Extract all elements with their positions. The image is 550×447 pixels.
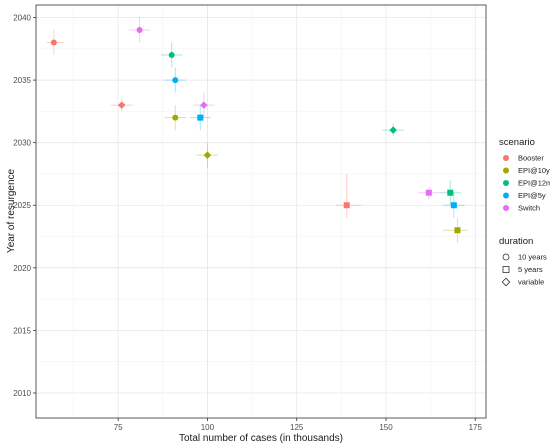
point-marker xyxy=(447,189,454,196)
point-marker xyxy=(136,27,143,34)
data-point xyxy=(336,173,361,218)
data-point xyxy=(189,105,211,131)
y-tick-label: 2015 xyxy=(13,326,31,335)
y-tick-label: 2040 xyxy=(13,14,31,23)
legend-duration-title: duration xyxy=(499,236,533,247)
legend-key xyxy=(503,155,509,161)
point-marker xyxy=(203,151,212,159)
legend-scenario-title: scenario xyxy=(499,137,535,148)
legend-label: EPI@10y xyxy=(518,166,550,175)
legend-key xyxy=(501,277,511,287)
legend-label: 10 years xyxy=(518,253,547,262)
legend-item: variable xyxy=(501,277,544,287)
x-tick-label: 175 xyxy=(469,423,483,432)
point-marker xyxy=(389,126,397,134)
x-tick-label: 125 xyxy=(290,423,304,432)
legend-scenario: scenario Booster EPI@10y EPI@12m EPI@5y Swit… xyxy=(499,137,550,213)
legend-key xyxy=(503,205,509,211)
plot-panel-border xyxy=(35,4,487,419)
data-point xyxy=(111,98,133,112)
legend-item: Switch xyxy=(503,204,540,213)
legend-item: 10 years xyxy=(502,253,547,262)
data-point xyxy=(193,92,215,118)
y-tick-label: 2020 xyxy=(13,264,31,273)
data-point xyxy=(382,123,404,137)
y-tick-label: 2035 xyxy=(13,76,31,85)
data-point xyxy=(128,17,151,43)
x-axis-title: Total number of cases (in thousands) xyxy=(179,433,343,444)
point-marker xyxy=(50,39,57,46)
point-marker xyxy=(168,52,175,59)
point-marker xyxy=(172,114,179,121)
legend-key xyxy=(502,266,510,273)
data-point xyxy=(443,217,469,243)
data-point xyxy=(196,142,219,168)
legend-key xyxy=(503,167,509,174)
point-marker xyxy=(172,77,179,84)
legend-key xyxy=(503,180,509,186)
legend-label: EPI@12m xyxy=(518,179,550,188)
legend-key xyxy=(503,192,509,199)
legend-duration: duration 10 years 5 years variable xyxy=(499,236,547,287)
legend-item: EPI@10y xyxy=(503,166,550,175)
data-point xyxy=(164,105,186,131)
data-point xyxy=(439,180,461,206)
y-tick-label: 2030 xyxy=(13,139,31,148)
data-point xyxy=(161,42,183,68)
legend-label: 5 years xyxy=(518,265,543,274)
point-marker xyxy=(117,101,126,109)
y-tick-label: 2010 xyxy=(13,389,31,398)
y-axis-title: Year of resurgence xyxy=(6,169,17,254)
x-tick-label: 100 xyxy=(201,423,215,432)
y-tick-label: 2025 xyxy=(13,201,31,210)
point-marker xyxy=(454,227,461,234)
legend-label: variable xyxy=(518,278,544,287)
point-marker xyxy=(425,189,432,196)
point-marker xyxy=(197,114,204,121)
legend-label: EPI@5y xyxy=(518,191,546,200)
legend-key xyxy=(502,253,510,261)
point-marker xyxy=(450,202,457,209)
legend-item: 5 years xyxy=(502,265,543,274)
legend-item: EPI@5y xyxy=(503,191,546,200)
point-marker xyxy=(200,101,208,109)
data-point xyxy=(418,186,440,199)
legend-item: EPI@12m xyxy=(503,179,550,188)
legend-label: Booster xyxy=(518,154,544,163)
legend-item: Booster xyxy=(503,154,544,163)
point-marker xyxy=(343,202,350,209)
axis-ticks: 75 100 125 150 175 2010 2015 2020 2025 2030 2035 20… xyxy=(13,14,482,432)
data-point xyxy=(443,192,465,218)
data-point xyxy=(46,30,65,56)
x-tick-label: 150 xyxy=(379,423,393,432)
data-points xyxy=(46,17,469,243)
x-tick-label: 75 xyxy=(114,423,123,432)
legend-label: Switch xyxy=(518,204,540,213)
data-point xyxy=(164,67,186,93)
grid xyxy=(36,5,486,418)
